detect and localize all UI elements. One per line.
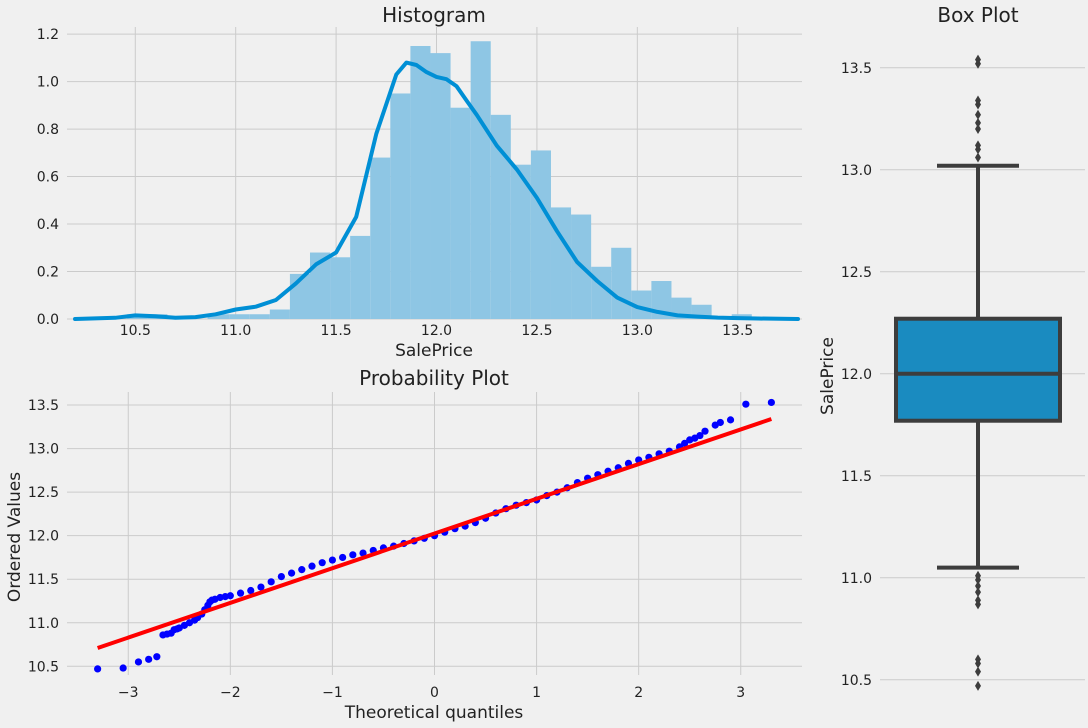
probability-plot-point bbox=[288, 570, 295, 577]
histogram-x-tick-label: 10.5 bbox=[120, 323, 151, 339]
histogram-y-tick-label: 1.2 bbox=[37, 27, 59, 43]
histogram-x-tick-label: 13.5 bbox=[722, 323, 753, 339]
box-plot-box bbox=[896, 319, 1060, 421]
probability-plot-point bbox=[339, 554, 346, 561]
probability-plot-y-tick-label: 13.0 bbox=[28, 442, 59, 458]
histogram-title: Histogram bbox=[382, 3, 486, 27]
probability-plot-point bbox=[298, 566, 305, 573]
histogram-bar bbox=[350, 236, 370, 319]
histogram-bar bbox=[410, 46, 430, 319]
histogram-bar bbox=[471, 41, 491, 319]
probability-plot-point bbox=[349, 551, 356, 558]
histogram-x-tick-label: 12.5 bbox=[521, 323, 552, 339]
box-plot-y-tick-label: 10.5 bbox=[841, 673, 872, 689]
probability-plot-y-tick-label: 11.5 bbox=[28, 572, 59, 588]
histogram-bar bbox=[390, 93, 410, 319]
probability-plot-x-tick-label: −1 bbox=[322, 685, 343, 701]
probability-plot-point bbox=[727, 416, 734, 423]
probability-plot-y-tick-label: 12.5 bbox=[28, 485, 59, 501]
histogram-bar bbox=[531, 150, 551, 319]
probability-plot-x-tick-labels: −3 −2 −1 0 1 2 3 bbox=[118, 685, 745, 701]
probability-plot-point bbox=[227, 592, 234, 599]
probability-plot-point bbox=[145, 656, 152, 663]
box-plot-y-tick-label: 11.5 bbox=[841, 469, 872, 485]
box-plot-panel: 10.5 11.0 11.5 12.0 12.5 13.0 13.5 Box Plot Sa… bbox=[818, 3, 1085, 691]
probability-plot-point bbox=[701, 428, 708, 435]
box-plot-title: Box Plot bbox=[937, 3, 1018, 27]
box-plot-y-tick-label: 13.5 bbox=[841, 61, 872, 77]
box-plot-y-tick-label: 11.0 bbox=[841, 571, 872, 587]
histogram-y-tick-label: 0.8 bbox=[37, 122, 59, 138]
probability-plot-point bbox=[329, 556, 336, 563]
box-plot-y-axis-label: SalePrice bbox=[818, 337, 838, 415]
probability-plot-y-tick-labels: 10.5 11.0 11.5 12.0 12.5 13.0 13.5 bbox=[28, 398, 59, 675]
histogram-bar bbox=[491, 115, 511, 319]
histogram-y-tick-labels: 0.0 0.2 0.4 0.6 0.8 1.0 1.2 bbox=[37, 27, 59, 328]
probability-plot-x-axis-label: Theoretical quantiles bbox=[344, 703, 524, 723]
histogram-bar bbox=[230, 314, 250, 319]
probability-plot-panel: −3 −2 −1 0 1 2 3 10.511.011.512.012.513.013.5 … bbox=[5, 366, 802, 723]
probability-plot-x-tick-label: 1 bbox=[532, 685, 541, 701]
histogram-panel: 10.5 11.0 11.5 12.0 12.5 13.0 13.5 0.00.20.40.… bbox=[37, 3, 802, 361]
probability-plot-point bbox=[717, 419, 724, 426]
probability-plot-point bbox=[237, 590, 244, 597]
probability-plot-point bbox=[319, 559, 326, 566]
histogram-x-axis-label: SalePrice bbox=[395, 341, 473, 361]
histogram-bar bbox=[270, 310, 290, 319]
probability-plot-point bbox=[742, 401, 749, 408]
histogram-bar bbox=[250, 314, 270, 319]
probability-plot-y-tick-label: 13.5 bbox=[28, 398, 59, 414]
probability-plot-y-tick-label: 12.0 bbox=[28, 529, 59, 545]
probability-plot-y-tick-label: 10.5 bbox=[28, 659, 59, 675]
probability-plot-point bbox=[120, 664, 127, 671]
probability-plot-point bbox=[268, 578, 275, 585]
probability-plot-x-tick-label: −3 bbox=[118, 685, 139, 701]
probability-plot-y-axis-label: Ordered Values bbox=[5, 472, 25, 602]
histogram-x-tick-labels: 10.5 11.0 11.5 12.0 12.5 13.0 13.5 bbox=[120, 323, 754, 339]
probability-plot-point bbox=[135, 658, 142, 665]
histogram-bar bbox=[611, 248, 631, 319]
probability-plot-x-tick-label: 0 bbox=[430, 685, 439, 701]
probability-plot-x-tick-label: 3 bbox=[736, 685, 745, 701]
probability-plot-point bbox=[768, 399, 775, 406]
box-plot-y-tick-label: 12.5 bbox=[841, 265, 872, 281]
histogram-x-tick-label: 11.5 bbox=[321, 323, 352, 339]
probability-plot-point bbox=[308, 563, 315, 570]
histogram-y-tick-label: 0.0 bbox=[37, 312, 59, 328]
histogram-x-tick-label: 12.0 bbox=[421, 323, 452, 339]
histogram-bar bbox=[451, 108, 471, 319]
histogram-x-tick-label: 11.0 bbox=[220, 323, 251, 339]
histogram-y-tick-label: 1.0 bbox=[37, 75, 59, 91]
box-plot-y-tick-label: 13.0 bbox=[841, 163, 872, 179]
histogram-bar bbox=[370, 158, 390, 319]
probability-plot-title: Probability Plot bbox=[359, 366, 509, 390]
histogram-y-tick-label: 0.6 bbox=[37, 170, 59, 186]
histogram-y-tick-label: 0.4 bbox=[37, 217, 59, 233]
probability-plot-point bbox=[153, 653, 160, 660]
histogram-x-tick-label: 13.0 bbox=[622, 323, 653, 339]
probability-plot-point bbox=[278, 573, 285, 580]
box-plot-y-tick-label: 12.0 bbox=[841, 367, 872, 383]
probability-plot-point bbox=[94, 665, 101, 672]
box-plot-y-tick-labels: 10.5 11.0 11.5 12.0 12.5 13.0 13.5 bbox=[841, 61, 872, 689]
histogram-bar bbox=[330, 257, 350, 319]
histogram-bar bbox=[430, 53, 450, 319]
probability-plot-x-tick-label: 2 bbox=[634, 685, 643, 701]
histogram-bar bbox=[591, 267, 611, 319]
probability-plot-y-tick-label: 11.0 bbox=[28, 616, 59, 632]
histogram-y-tick-label: 0.2 bbox=[37, 265, 59, 281]
probability-plot-x-tick-label: −2 bbox=[220, 685, 241, 701]
